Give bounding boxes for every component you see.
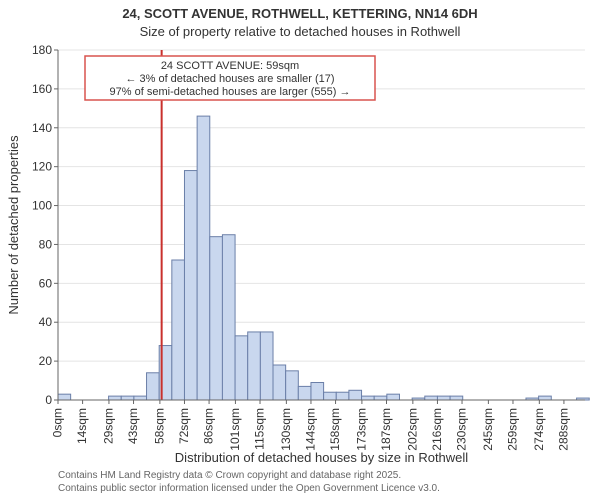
histogram-bar <box>539 396 552 400</box>
x-tick-label: 173sqm <box>355 408 369 451</box>
histogram-bar <box>197 116 210 400</box>
histogram-bar <box>121 396 134 400</box>
x-tick-label: 144sqm <box>304 408 318 451</box>
histogram-chart: 24, SCOTT AVENUE, ROTHWELL, KETTERING, N… <box>0 0 600 500</box>
y-tick-label: 20 <box>39 354 53 368</box>
y-tick-label: 180 <box>32 43 52 57</box>
histogram-bar <box>172 260 185 400</box>
y-tick-label: 80 <box>39 237 53 251</box>
histogram-bar <box>286 371 299 400</box>
y-tick-label: 140 <box>32 121 52 135</box>
y-tick-label: 120 <box>32 160 52 174</box>
histogram-bar <box>235 336 248 400</box>
histogram-bar <box>425 396 438 400</box>
x-tick-label: 202sqm <box>405 408 419 451</box>
histogram-bar <box>437 396 450 400</box>
x-tick-label: 230sqm <box>455 408 469 451</box>
x-tick-label: 158sqm <box>328 408 342 451</box>
histogram-bar <box>324 392 337 400</box>
histogram-bar <box>387 394 400 400</box>
histogram-bar <box>362 396 375 400</box>
x-tick-label: 130sqm <box>279 408 293 451</box>
histogram-bar <box>450 396 463 400</box>
histogram-bar <box>210 237 223 400</box>
y-tick-label: 60 <box>39 276 53 290</box>
histogram-bar <box>298 386 311 400</box>
y-axis-label: Number of detached properties <box>6 135 21 315</box>
x-tick-label: 58sqm <box>152 408 166 444</box>
x-tick-label: 29sqm <box>102 408 116 444</box>
x-tick-label: 0sqm <box>51 408 65 437</box>
annotation-line1: 24 SCOTT AVENUE: 59sqm <box>161 60 299 72</box>
y-tick-label: 100 <box>32 199 52 213</box>
histogram-bar <box>222 235 235 400</box>
chart-subtitle: Size of property relative to detached ho… <box>140 24 461 39</box>
x-tick-label: 216sqm <box>430 408 444 451</box>
x-tick-label: 14sqm <box>75 408 89 444</box>
x-tick-label: 43sqm <box>126 408 140 444</box>
histogram-bar <box>273 365 286 400</box>
histogram-bar <box>311 383 324 401</box>
histogram-bar <box>58 394 71 400</box>
chart-container: 24, SCOTT AVENUE, ROTHWELL, KETTERING, N… <box>0 0 600 500</box>
histogram-bar <box>260 332 273 400</box>
histogram-bar <box>184 171 197 400</box>
attribution-line2: Contains public sector information licen… <box>58 483 440 494</box>
histogram-bar <box>248 332 261 400</box>
attribution-line1: Contains HM Land Registry data © Crown c… <box>58 470 401 481</box>
annotation-line3: 97% of semi-detached houses are larger (… <box>110 86 351 98</box>
x-tick-label: 101sqm <box>228 408 242 451</box>
x-tick-label: 72sqm <box>177 408 191 444</box>
y-tick-label: 40 <box>39 315 53 329</box>
histogram-bar <box>336 392 349 400</box>
histogram-bar <box>147 373 160 400</box>
histogram-bar <box>374 396 387 400</box>
histogram-bar <box>109 396 122 400</box>
annotation-line2: ← 3% of detached houses are smaller (17) <box>125 73 334 85</box>
x-tick-label: 115sqm <box>253 408 267 450</box>
x-tick-label: 187sqm <box>379 408 393 451</box>
x-tick-label: 245sqm <box>481 408 495 451</box>
y-tick-label: 0 <box>45 393 52 407</box>
x-tick-label: 259sqm <box>506 408 520 451</box>
y-tick-label: 160 <box>32 82 52 96</box>
chart-title: 24, SCOTT AVENUE, ROTHWELL, KETTERING, N… <box>122 6 477 21</box>
histogram-bar <box>134 396 147 400</box>
x-tick-label: 86sqm <box>202 408 216 444</box>
x-axis-label: Distribution of detached houses by size … <box>175 450 468 465</box>
histogram-bar <box>349 390 362 400</box>
x-tick-label: 274sqm <box>532 408 546 451</box>
x-tick-label: 288sqm <box>557 408 571 451</box>
